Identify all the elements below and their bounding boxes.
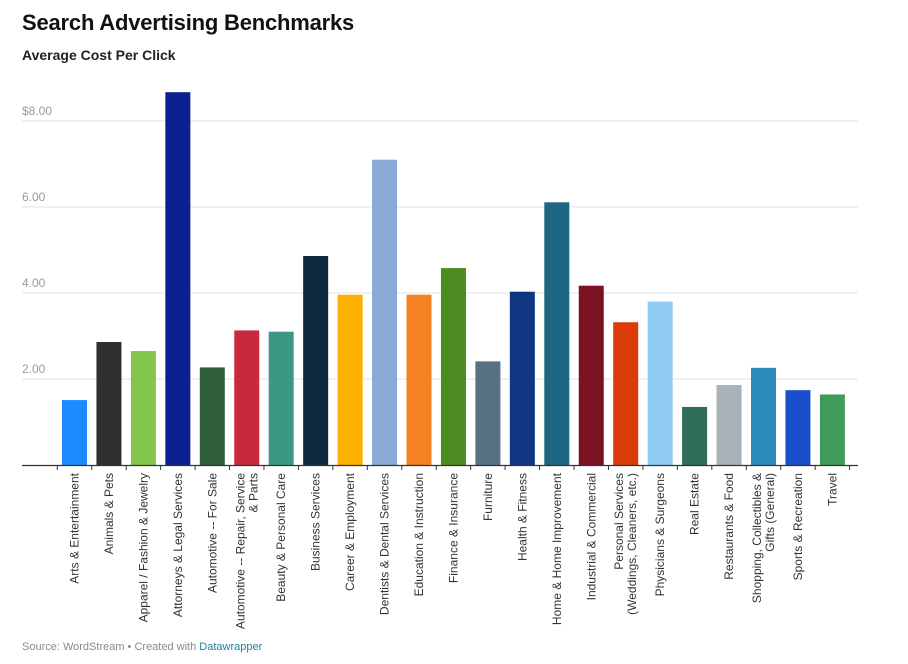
- x-tick-label: & Parts: [246, 473, 260, 512]
- x-tick-label: Shopping, Collectibles &: [750, 473, 764, 603]
- x-tick-label: Business Services: [309, 473, 323, 571]
- x-tick-label: Real Estate: [688, 473, 702, 535]
- x-tick-label: Health & Fitness: [515, 473, 529, 561]
- bar: [751, 367, 776, 465]
- chart-footer: Source: WordStream • Created with Datawr…: [22, 641, 262, 653]
- bar: [165, 92, 191, 465]
- x-tick-label: Sports & Recreation: [791, 473, 805, 580]
- x-tick-label: Physicians & Surgeons: [653, 473, 667, 596]
- bar: [716, 385, 742, 465]
- x-tick-label: Attorneys & Legal Services: [171, 473, 185, 617]
- source-note: Source: WordStream • Created with: [22, 641, 200, 653]
- x-tick-label: Gifts (General): [763, 473, 777, 552]
- bar: [682, 406, 708, 465]
- bar: [337, 294, 363, 465]
- x-tick-label: Animals & Pets: [102, 473, 116, 554]
- x-tick-label: Career & Employment: [343, 472, 357, 591]
- x-tick-label: (Weddings, Cleaners, etc.): [625, 473, 639, 615]
- bar: [406, 294, 432, 465]
- bar: [130, 351, 156, 465]
- bar-chart: 2.00 4.00 6.00 $8.00 Arts & Entertainment An…: [22, 92, 858, 629]
- x-tick-label: Beauty & Personal Care: [274, 473, 288, 602]
- x-tick-label: Industrial & Commercial: [584, 473, 598, 600]
- bar: [613, 322, 639, 465]
- bar: [509, 291, 535, 465]
- datawrapper-link[interactable]: Datawrapper: [199, 641, 263, 653]
- bar: [578, 285, 604, 465]
- x-tick-label: Apparel / Fashion & Jewelry: [136, 473, 150, 622]
- bar: [785, 390, 811, 465]
- y-tick-label: 6.00: [22, 190, 46, 204]
- x-tick-label: Travel: [825, 473, 839, 506]
- y-tick-label: 2.00: [22, 362, 46, 376]
- bar: [62, 400, 87, 465]
- x-tick-label: Restaurants & Food: [722, 473, 736, 580]
- bar: [199, 367, 225, 465]
- bar: [234, 330, 260, 465]
- category-labels: Arts & Entertainment Animals & Pets Appare…: [68, 472, 840, 629]
- x-tick-label: Dentists & Dental Services: [378, 473, 392, 615]
- bar: [303, 256, 329, 465]
- bar: [96, 342, 122, 465]
- bar: [819, 394, 845, 465]
- x-tick-label: Automotive -- For Sale: [205, 473, 219, 593]
- bar: [647, 301, 673, 465]
- x-tick-label: Arts & Entertainment: [68, 472, 82, 583]
- bar: [440, 268, 466, 465]
- bar: [268, 331, 294, 465]
- chart-title: Search Advertising Benchmarks: [22, 10, 355, 35]
- bars: [62, 92, 845, 465]
- x-axis: [22, 464, 858, 470]
- chart-subtitle: Average Cost Per Click: [22, 47, 176, 63]
- y-tick-label: $8.00: [22, 104, 52, 118]
- x-tick-label: Finance & Insurance: [446, 473, 460, 583]
- bar: [544, 202, 570, 465]
- x-tick-label: Home & Home Improvement: [550, 472, 564, 625]
- y-tick-label: 4.00: [22, 276, 46, 290]
- x-tick-label: Education & Instruction: [412, 473, 426, 596]
- bar: [475, 361, 501, 465]
- x-tick-label: Personal Services: [612, 473, 626, 570]
- x-tick-label: Automotive -- Repair, Service: [233, 473, 247, 629]
- x-tick-label: Furniture: [481, 473, 495, 521]
- gridlines: 2.00 4.00 6.00 $8.00: [22, 104, 858, 380]
- bar: [372, 159, 398, 465]
